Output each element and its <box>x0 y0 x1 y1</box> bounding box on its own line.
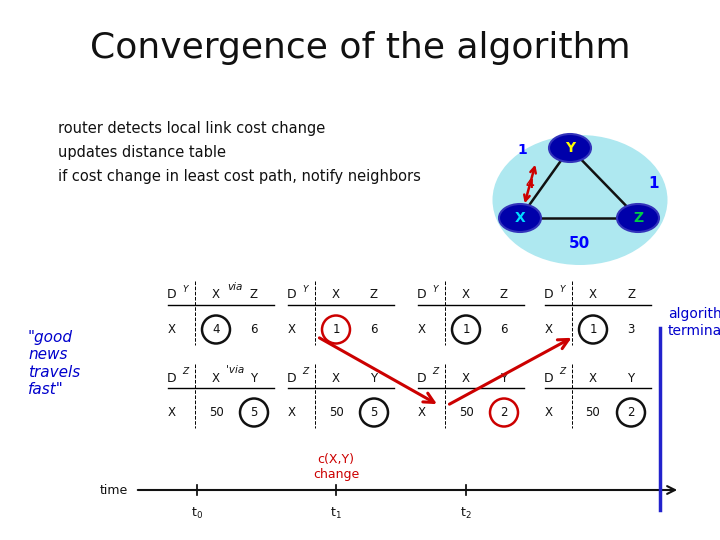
Text: D: D <box>166 372 176 384</box>
Text: Y: Y <box>559 285 564 294</box>
Text: time: time <box>100 483 128 496</box>
Text: Z: Z <box>633 211 643 225</box>
Text: algorithm
terminates: algorithm terminates <box>668 307 720 338</box>
Text: Y: Y <box>370 372 377 384</box>
Text: X: X <box>418 406 426 419</box>
Ellipse shape <box>492 135 667 265</box>
Text: D: D <box>166 288 176 301</box>
Text: 1: 1 <box>517 143 527 157</box>
Text: X: X <box>462 372 470 384</box>
Text: 1: 1 <box>648 176 659 191</box>
Text: 3: 3 <box>627 323 635 336</box>
Text: 50: 50 <box>568 236 590 251</box>
Text: 2: 2 <box>627 406 635 419</box>
Text: Y: Y <box>432 285 438 294</box>
Text: 6: 6 <box>500 323 508 336</box>
Text: X: X <box>515 211 526 225</box>
Text: Z: Z <box>627 288 635 301</box>
Text: if cost change in least cost path, notify neighbors: if cost change in least cost path, notif… <box>58 168 421 184</box>
Text: D: D <box>416 372 426 384</box>
Text: Z: Z <box>250 288 258 301</box>
Text: Z: Z <box>500 288 508 301</box>
Text: X: X <box>462 288 470 301</box>
Text: "good
news
travels
fast": "good news travels fast" <box>28 330 80 397</box>
Text: X: X <box>212 372 220 384</box>
Text: 50: 50 <box>328 406 343 419</box>
Text: t$_0$: t$_0$ <box>191 506 203 521</box>
Text: X: X <box>212 288 220 301</box>
Text: t$_1$: t$_1$ <box>330 506 342 521</box>
Text: X: X <box>332 372 340 384</box>
Text: Y: Y <box>627 372 634 384</box>
Text: Z: Z <box>182 368 188 376</box>
Text: Y: Y <box>565 141 575 155</box>
Text: router detects local link cost change: router detects local link cost change <box>58 120 325 136</box>
Text: 50: 50 <box>209 406 223 419</box>
Text: X: X <box>288 323 296 336</box>
Text: 5: 5 <box>251 406 258 419</box>
Text: D: D <box>287 288 296 301</box>
Text: D: D <box>416 288 426 301</box>
Text: 1: 1 <box>462 323 469 336</box>
Text: 1: 1 <box>332 323 340 336</box>
Text: c(X,Y)
change: c(X,Y) change <box>313 453 359 481</box>
Text: t$_2$: t$_2$ <box>460 506 472 521</box>
Text: 5: 5 <box>370 406 378 419</box>
Text: Z: Z <box>370 288 378 301</box>
Text: X: X <box>288 406 296 419</box>
Text: 6: 6 <box>251 323 258 336</box>
Text: D: D <box>544 372 553 384</box>
Ellipse shape <box>499 204 541 232</box>
Text: 4: 4 <box>212 323 220 336</box>
Ellipse shape <box>549 134 591 162</box>
Text: Z: Z <box>559 368 565 376</box>
Text: X: X <box>545 406 553 419</box>
Ellipse shape <box>617 204 659 232</box>
Text: 50: 50 <box>585 406 600 419</box>
Text: X: X <box>332 288 340 301</box>
Text: Y: Y <box>182 285 187 294</box>
Text: 50: 50 <box>459 406 473 419</box>
Text: X: X <box>545 323 553 336</box>
Text: Z: Z <box>432 368 438 376</box>
Text: via: via <box>228 282 243 292</box>
Text: D: D <box>287 372 296 384</box>
Text: Z: Z <box>302 368 308 376</box>
Text: 4: 4 <box>526 179 534 192</box>
Text: updates distance table: updates distance table <box>58 145 226 159</box>
Text: D: D <box>544 288 553 301</box>
Text: 6: 6 <box>370 323 378 336</box>
Text: 1: 1 <box>589 323 597 336</box>
Text: X: X <box>168 323 176 336</box>
Text: X: X <box>589 372 597 384</box>
Text: Y: Y <box>251 372 258 384</box>
Text: 'via: 'via <box>226 365 244 375</box>
Text: X: X <box>168 406 176 419</box>
Text: 2: 2 <box>500 406 508 419</box>
Text: X: X <box>418 323 426 336</box>
Text: X: X <box>589 288 597 301</box>
Text: Y: Y <box>302 285 307 294</box>
Text: Y: Y <box>500 372 508 384</box>
Text: Convergence of the algorithm: Convergence of the algorithm <box>90 31 630 65</box>
